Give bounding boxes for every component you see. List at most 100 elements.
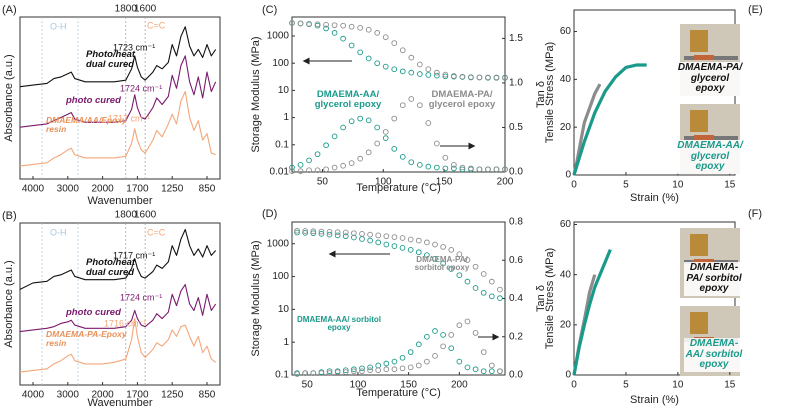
y-axis-label: Storage Modulus (MPa)	[250, 36, 262, 152]
series-label: DMAEMA-PA/ sorbitol epoxy	[684, 262, 744, 296]
photo-weight	[690, 30, 708, 52]
data-point	[351, 368, 357, 375]
x-tick-label: 850	[199, 390, 216, 401]
series-line	[572, 248, 612, 376]
x-axis-label: Wavenumber	[87, 195, 152, 207]
data-point	[485, 166, 491, 173]
x-tick-label: 200	[451, 380, 468, 391]
data-point	[425, 72, 432, 78]
data-point	[451, 73, 457, 79]
x-tick-label: 10	[672, 380, 684, 391]
y-tick-label: 40	[560, 269, 572, 280]
data-point	[294, 371, 300, 377]
x-axis-label: Temperature (°C)	[356, 387, 440, 399]
x-tick-label: 0	[571, 380, 577, 391]
data-point	[480, 368, 487, 375]
data-point	[365, 26, 372, 33]
x-tick-label: 1250	[161, 184, 184, 195]
x-tick-label: 4000	[22, 184, 45, 195]
annotation: 1723 cm⁻¹	[113, 42, 155, 52]
series-label-box: photo cured	[66, 96, 121, 106]
photo-sample	[694, 259, 714, 264]
data-point	[425, 66, 432, 73]
x-tick-label: 0	[571, 180, 577, 191]
data-point	[367, 237, 373, 244]
data-point	[464, 364, 471, 371]
data-point	[351, 230, 357, 237]
data-point	[391, 145, 398, 152]
series-label: Photo/heat dual cured	[86, 50, 136, 70]
data-point	[314, 167, 321, 174]
data-point	[323, 166, 329, 173]
x-tick-label: 2000	[91, 184, 114, 195]
x-tick-label: 100	[375, 177, 392, 188]
data-point	[375, 232, 382, 239]
data-point	[374, 30, 381, 36]
data-point	[399, 365, 406, 372]
data-point	[367, 367, 373, 374]
data-point	[302, 228, 309, 234]
data-point	[415, 237, 422, 244]
data-point	[382, 63, 389, 70]
data-point	[468, 74, 474, 80]
data-point	[367, 364, 373, 371]
annotation: C=C	[147, 20, 166, 30]
data-point	[357, 24, 364, 31]
series-label: photo cured	[66, 96, 121, 106]
data-point	[459, 73, 466, 80]
annotation: 1717 cm⁻¹	[113, 250, 155, 260]
series-label-box: DMAEMA-AA/ glycerol epoxy	[315, 90, 382, 109]
data-point	[289, 168, 295, 174]
data-point	[331, 133, 338, 140]
data-point	[382, 34, 389, 41]
data-point	[326, 370, 333, 376]
x-tick-label: 1700	[126, 184, 149, 195]
data-point	[310, 230, 317, 237]
data-point	[375, 362, 382, 369]
data-point	[351, 366, 357, 373]
y-tick-label: 1000	[267, 238, 290, 249]
series-label-box: DMAEMA-PA/ glycerol epoxy	[429, 90, 496, 109]
data-point	[407, 247, 414, 253]
x-tick-label: 1700	[126, 390, 149, 401]
series-label: DMAEMA-PA/ sorbitol epoxy	[414, 256, 470, 273]
series-label-box: DMAEMA/AA/Epoxy resin	[46, 116, 127, 133]
y2-tick-label: 1.5	[509, 33, 523, 44]
data-point	[464, 257, 471, 263]
x-tick-label: 3000	[57, 390, 80, 401]
data-point	[331, 22, 338, 29]
x-axis-label: Wavenumber	[87, 397, 152, 409]
x-tick-label: 3000	[57, 184, 80, 195]
data-point	[432, 328, 438, 334]
series-line	[572, 63, 647, 176]
data-point	[331, 164, 338, 171]
data-point	[488, 293, 495, 300]
y2-tick-label: 0.5	[509, 122, 523, 133]
data-point	[440, 260, 446, 267]
data-point	[472, 366, 479, 373]
y-tick-label: 60	[560, 219, 572, 230]
panel-label: (E)	[748, 4, 763, 16]
data-point	[442, 73, 449, 80]
x-tick-label: 1250	[161, 390, 184, 401]
annotation: 1716 cm⁻¹	[104, 318, 146, 328]
data-point	[432, 241, 438, 248]
data-point	[357, 49, 364, 56]
photo-weight	[690, 312, 708, 334]
plot-frame	[19, 222, 221, 386]
data-point	[359, 365, 365, 372]
data-point	[442, 154, 449, 161]
data-point	[440, 244, 446, 250]
data-point	[310, 228, 317, 235]
data-point	[326, 368, 333, 375]
top-tick-label: 1600	[134, 4, 157, 15]
data-point	[488, 368, 495, 375]
data-point	[476, 74, 483, 81]
series-line	[19, 55, 217, 128]
data-point	[407, 364, 414, 371]
x-tick-label: 2000	[91, 390, 114, 401]
plot-frame	[573, 221, 736, 376]
y2-tick-label: 0.0	[509, 370, 523, 381]
data-point	[334, 369, 341, 375]
series-line	[19, 26, 217, 88]
